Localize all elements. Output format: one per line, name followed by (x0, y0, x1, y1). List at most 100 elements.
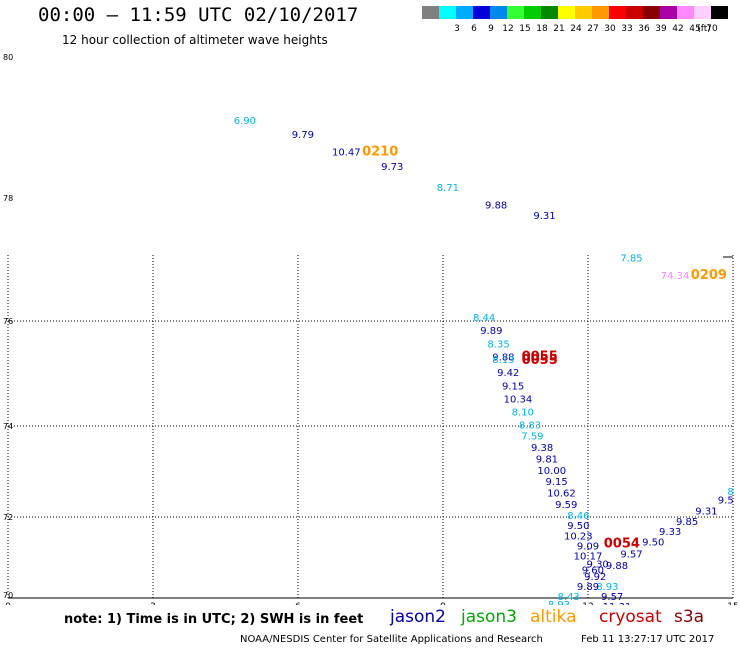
color-scale-label: 24 (570, 24, 582, 34)
y-tick-label: 70 (3, 591, 13, 600)
wave-height-label: 9.50 (567, 521, 589, 532)
color-swatch (507, 6, 524, 19)
wave-height-label: 9.15 (545, 477, 567, 488)
wave-height-label: 9.89 (480, 326, 502, 337)
y-tick-label: 76 (3, 317, 13, 326)
wave-height-label: 9.59 (555, 500, 577, 511)
wave-height-label: 74.34 (661, 271, 690, 282)
wave-height-label: 8.35 (487, 339, 509, 350)
chart-title: 00:00 – 11:59 UTC 02/10/2017 (38, 4, 359, 26)
wave-height-label: 9.42 (497, 368, 519, 379)
color-scale-unit: (ft) (697, 24, 711, 34)
wave-height-label: 9.38 (531, 443, 553, 454)
color-scale-label: 18 (536, 24, 548, 34)
wave-height-label: 9.30 (587, 560, 609, 571)
x-tick-label: 0 (5, 602, 11, 605)
wave-height-label: 7.85 (620, 253, 642, 264)
color-swatch (490, 6, 507, 19)
pass-time-label: 0055 (522, 353, 558, 368)
x-tick-label: 3 (150, 602, 156, 605)
pass-time-label: 0054 (604, 536, 640, 551)
wave-height-label: 8.93 (548, 600, 570, 605)
wave-height-label: 10.23 (564, 531, 593, 542)
color-swatch (626, 6, 643, 19)
wave-height-label: 8.83 (519, 420, 541, 431)
color-scale-label: 70 (706, 24, 718, 34)
pass-time-label: 0055 (522, 349, 558, 364)
x-tick-label: 12 (582, 602, 593, 605)
wave-height-label: 9.81 (536, 454, 558, 465)
wave-height-label: 9.50 (642, 537, 664, 548)
color-swatch (422, 6, 439, 19)
y-tick-label: 74 (3, 422, 13, 431)
wave-height-label: 9.79 (292, 130, 314, 141)
wave-height-label: 9.33 (659, 527, 681, 538)
wave-height-label: 9.85 (676, 517, 698, 528)
wave-height-label: 7.59 (521, 432, 543, 443)
legend-jason3: jason3 (461, 607, 517, 627)
color-swatch (558, 6, 575, 19)
pass-time-label: 0209 (691, 268, 727, 283)
legend-note: note: 1) Time is in UTC; 2) SWH is in fe… (64, 612, 364, 627)
wave-height-label: 8.10 (512, 408, 534, 419)
wave-height-label: 9.31 (533, 211, 555, 222)
wave-height-label: 10.34 (504, 394, 533, 405)
wave-height-label: 9.73 (381, 162, 403, 173)
chart-subtitle: 12 hour collection of altimeter wave hei… (62, 33, 328, 47)
color-swatch (524, 6, 541, 19)
color-scale-label: 15 (519, 24, 531, 34)
y-tick-label: 78 (3, 194, 13, 203)
color-swatch (643, 6, 660, 19)
wave-height-label: 10.47 (332, 148, 361, 159)
wave-height-label: 8.13 (492, 355, 514, 366)
wave-height-label: 9.31 (695, 507, 717, 518)
legend-cryosat: cryosat (599, 607, 662, 627)
credit-text: NOAA/NESDIS Center for Satellite Applica… (240, 634, 543, 645)
color-swatch (660, 6, 677, 19)
wave-height-label: 9.60 (582, 566, 604, 577)
wave-height-label: 9.88 (485, 201, 507, 212)
color-swatch (456, 6, 473, 19)
color-swatch (694, 6, 711, 19)
wave-height-label: 9.5 (718, 495, 734, 506)
wave-height-label: 10.17 (574, 552, 603, 563)
x-tick-label: 6 (295, 602, 301, 605)
wave-height-label: 8.93 (596, 582, 618, 593)
color-scale-label: 30 (604, 24, 616, 34)
wave-height-label: 8.71 (437, 183, 459, 194)
color-scale-label: 12 (502, 24, 514, 34)
wave-height-label: 9.09 (577, 541, 599, 552)
color-scale-label: 36 (638, 24, 650, 34)
color-scale-label: 45 (689, 24, 701, 34)
color-scale-label: 9 (488, 24, 494, 34)
x-tick-label: 15 (727, 602, 738, 605)
color-scale-label: 27 (587, 24, 599, 34)
color-swatch (575, 6, 592, 19)
wave-height-label: 8.43 (558, 592, 580, 603)
color-scale-label: 21 (553, 24, 565, 34)
legend-altika: altika (530, 607, 577, 627)
wave-height-label: 9.92 (584, 572, 606, 583)
color-scale-label: 3 (454, 24, 460, 34)
wave-height-label: 9.88 (492, 352, 514, 363)
wave-height-label: 8 (727, 487, 733, 498)
color-swatch (592, 6, 609, 19)
y-tick-label: 72 (3, 513, 13, 522)
color-scale-label: 33 (621, 24, 633, 34)
wave-height-label: 9.15 (502, 381, 524, 392)
x-tick-label: 9 (440, 602, 446, 605)
color-swatch (473, 6, 490, 19)
wave-height-label: 6.90 (234, 116, 256, 127)
wave-height-label: 9.89 (577, 582, 599, 593)
legend-jason2: jason2 (390, 607, 446, 627)
color-swatch (677, 6, 694, 19)
color-scale-label: 6 (471, 24, 477, 34)
wave-height-label: 11.31 (603, 602, 632, 605)
wave-height-label: 10.62 (547, 489, 576, 500)
wave-height-label: 8.46 (567, 511, 589, 522)
wave-height-label: 9.57 (601, 592, 623, 603)
wave-height-label: 10.00 (537, 466, 566, 477)
color-swatch (439, 6, 456, 19)
color-swatch (541, 6, 558, 19)
